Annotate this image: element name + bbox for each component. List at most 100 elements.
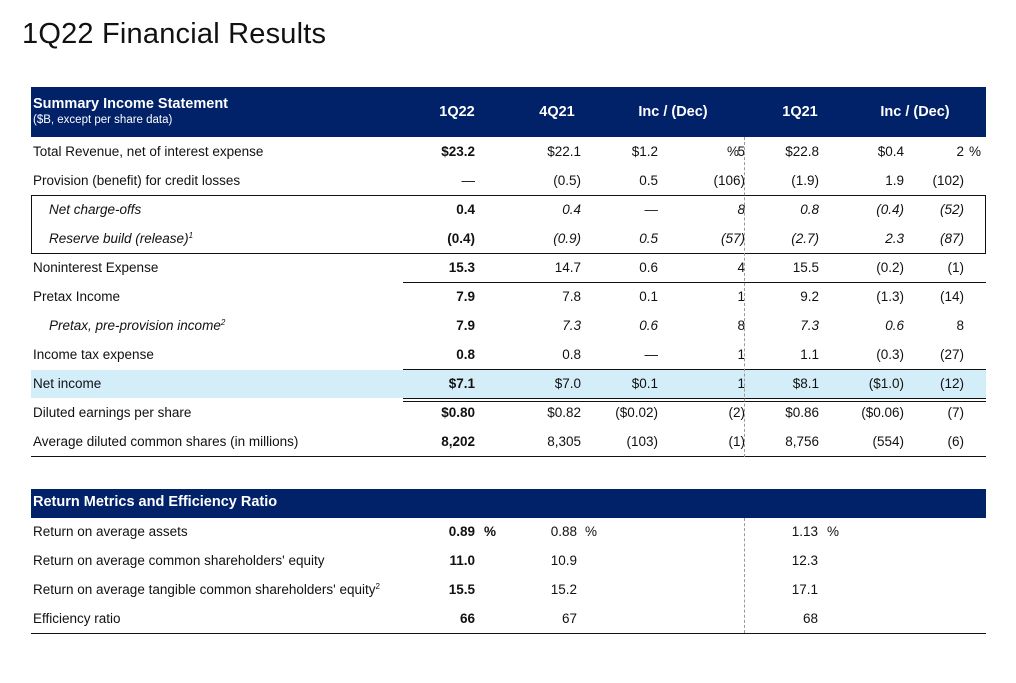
value-4q21: 0.4 xyxy=(562,202,581,217)
value-inc-dec-amount-yoy: $0.4 xyxy=(877,144,904,159)
value-inc-dec-amount-yoy: (1.3) xyxy=(876,289,904,304)
col-header-4q21: 4Q21 xyxy=(539,104,575,120)
value-1q21: 0.8 xyxy=(800,202,819,217)
table-row: Pretax Income 7.9 7.8 0.1 1 9.2 (1.3) (1… xyxy=(31,282,986,311)
footnote-marker: 1 xyxy=(188,231,194,240)
value-inc-dec-pct: 5 xyxy=(737,144,745,159)
rule xyxy=(403,282,986,283)
table-row: Return on average assets 0.89 % 0.88 % 1… xyxy=(31,517,986,546)
net-income-highlight xyxy=(31,370,986,398)
header-title: Return Metrics and Efficiency Ratio xyxy=(33,494,278,510)
value-inc-dec-amount-yoy: (0.2) xyxy=(876,260,904,275)
table-row: Return on average tangible common shareh… xyxy=(31,575,986,604)
row-label: Average diluted common shares (in millio… xyxy=(33,434,299,449)
value-1q21: 17.1 xyxy=(791,582,818,597)
income-table-header: Summary Income Statement ($B, except per… xyxy=(31,87,986,137)
value-1q21: $8.1 xyxy=(792,376,819,391)
column-separator xyxy=(744,137,745,457)
value-inc-dec-amount: 0.5 xyxy=(639,231,658,246)
row-label: Efficiency ratio xyxy=(33,611,121,626)
row-label: Total Revenue, net of interest expense xyxy=(33,144,264,159)
value-4q21: $7.0 xyxy=(554,376,581,391)
value-4q21: $22.1 xyxy=(547,144,581,159)
value-4q21: 15.2 xyxy=(550,582,577,597)
return-metrics-header: Return Metrics and Efficiency Ratio xyxy=(31,489,986,518)
value-4q21: 7.3 xyxy=(562,318,581,333)
row-label-wrap: Reserve build (release)1 xyxy=(49,224,193,253)
value-inc-dec-pct: 4 xyxy=(737,260,745,275)
value-1q22: 0.4 xyxy=(456,202,475,217)
value-1q22: 15.3 xyxy=(448,260,475,275)
value-4q21: 10.9 xyxy=(550,553,577,568)
row-label: Diluted earnings per share xyxy=(33,405,192,420)
value-1q21: 15.5 xyxy=(792,260,819,275)
value-1q21: 8,756 xyxy=(785,434,819,449)
value-inc-dec-pct: (106) xyxy=(713,173,745,188)
table-row: Total Revenue, net of interest expense $… xyxy=(31,137,986,166)
row-label: Pretax Income xyxy=(33,289,121,304)
table-row: Net income $7.1 $7.0 $0.1 1 $8.1 ($1.0) … xyxy=(31,369,986,398)
value-inc-dec-amount-yoy: 1.9 xyxy=(885,173,904,188)
value-inc-dec-amount-yoy: 2.3 xyxy=(885,231,904,246)
return-metrics-table: Return Metrics and Efficiency Ratio Retu… xyxy=(31,489,986,635)
value-1q22: 11.0 xyxy=(449,553,475,568)
table-row: Efficiency ratio 66 67 68 xyxy=(31,604,986,633)
value-inc-dec-pct-yoy: (27) xyxy=(939,347,964,362)
pct-sign: % xyxy=(585,524,598,539)
value-inc-dec-pct: (57) xyxy=(720,231,745,246)
value-4q21: 0.88 xyxy=(550,524,577,539)
rule xyxy=(403,369,986,370)
value-inc-dec-pct-yoy: (102) xyxy=(932,173,964,188)
value-1q21: 68 xyxy=(802,611,818,626)
value-4q21: 0.8 xyxy=(562,347,581,362)
value-inc-dec-amount: 0.1 xyxy=(639,289,658,304)
value-inc-dec-amount: — xyxy=(644,347,659,362)
table-row: Provision (benefit) for credit losses — … xyxy=(31,166,986,195)
value-inc-dec-pct-yoy: (14) xyxy=(939,289,964,304)
credit-losses-detail-box xyxy=(31,195,986,254)
row-label-wrap: Return on average tangible common shareh… xyxy=(33,575,380,604)
value-inc-dec-pct-yoy: (1) xyxy=(947,260,965,275)
table-row: Income tax expense 0.8 0.8 — 1 1.1 (0.3)… xyxy=(31,340,986,369)
rule xyxy=(31,633,986,634)
value-inc-dec-amount-yoy: ($1.0) xyxy=(868,376,904,391)
row-label: Income tax expense xyxy=(33,347,154,362)
pct-sign: % xyxy=(827,524,840,539)
value-1q22: 0.8 xyxy=(456,347,475,362)
table-row: Net charge-offs 0.4 0.4 — 8 0.8 (0.4) (5… xyxy=(31,195,986,224)
header-subtitle: ($B, except per share data) xyxy=(33,114,173,126)
table-row: Reserve build (release)1 (0.4) (0.9) 0.5… xyxy=(31,224,986,253)
row-label: Return on average common shareholders' e… xyxy=(33,553,325,568)
value-1q22: 0.89 xyxy=(448,524,475,539)
value-1q22: $23.2 xyxy=(441,144,475,159)
value-inc-dec-pct-yoy: (12) xyxy=(939,376,964,391)
value-4q21: $0.82 xyxy=(547,405,581,420)
value-inc-dec-pct-yoy: 2 xyxy=(956,144,964,159)
table-row: Pretax, pre-provision income2 7.9 7.3 0.… xyxy=(31,311,986,340)
value-1q22: 66 xyxy=(459,611,475,626)
header-title: Summary Income Statement xyxy=(33,96,229,112)
col-header-inc-dec-vs-4q21: Inc / (Dec) xyxy=(638,104,708,120)
value-4q21: 67 xyxy=(561,611,577,626)
page-title: 1Q22 Financial Results xyxy=(22,18,327,50)
value-1q22: 8,202 xyxy=(441,434,475,449)
value-inc-dec-amount: 0.6 xyxy=(639,260,658,275)
row-label: Reserve build (release) xyxy=(49,231,189,246)
table-row: Noninterest Expense 15.3 14.7 0.6 4 15.5… xyxy=(31,253,986,282)
footnote-marker: 2 xyxy=(375,582,380,591)
col-header-1q21: 1Q21 xyxy=(782,104,818,120)
value-1q22: (0.4) xyxy=(447,231,475,246)
value-inc-dec-amount: 0.6 xyxy=(639,318,658,333)
value-inc-dec-pct: (2) xyxy=(728,405,746,420)
value-inc-dec-amount: (103) xyxy=(626,434,658,449)
value-inc-dec-amount: ($0.02) xyxy=(615,405,658,420)
column-separator xyxy=(744,518,745,633)
value-1q22: $7.1 xyxy=(448,376,475,391)
value-inc-dec-amount: $0.1 xyxy=(631,376,658,391)
value-inc-dec-amount-yoy: (0.3) xyxy=(876,347,904,362)
value-inc-dec-pct-yoy: (7) xyxy=(947,405,965,420)
row-label: Net income xyxy=(33,376,102,391)
value-1q21: 12.3 xyxy=(791,553,818,568)
value-4q21: (0.9) xyxy=(553,231,581,246)
value-1q21: 1.1 xyxy=(800,347,819,362)
